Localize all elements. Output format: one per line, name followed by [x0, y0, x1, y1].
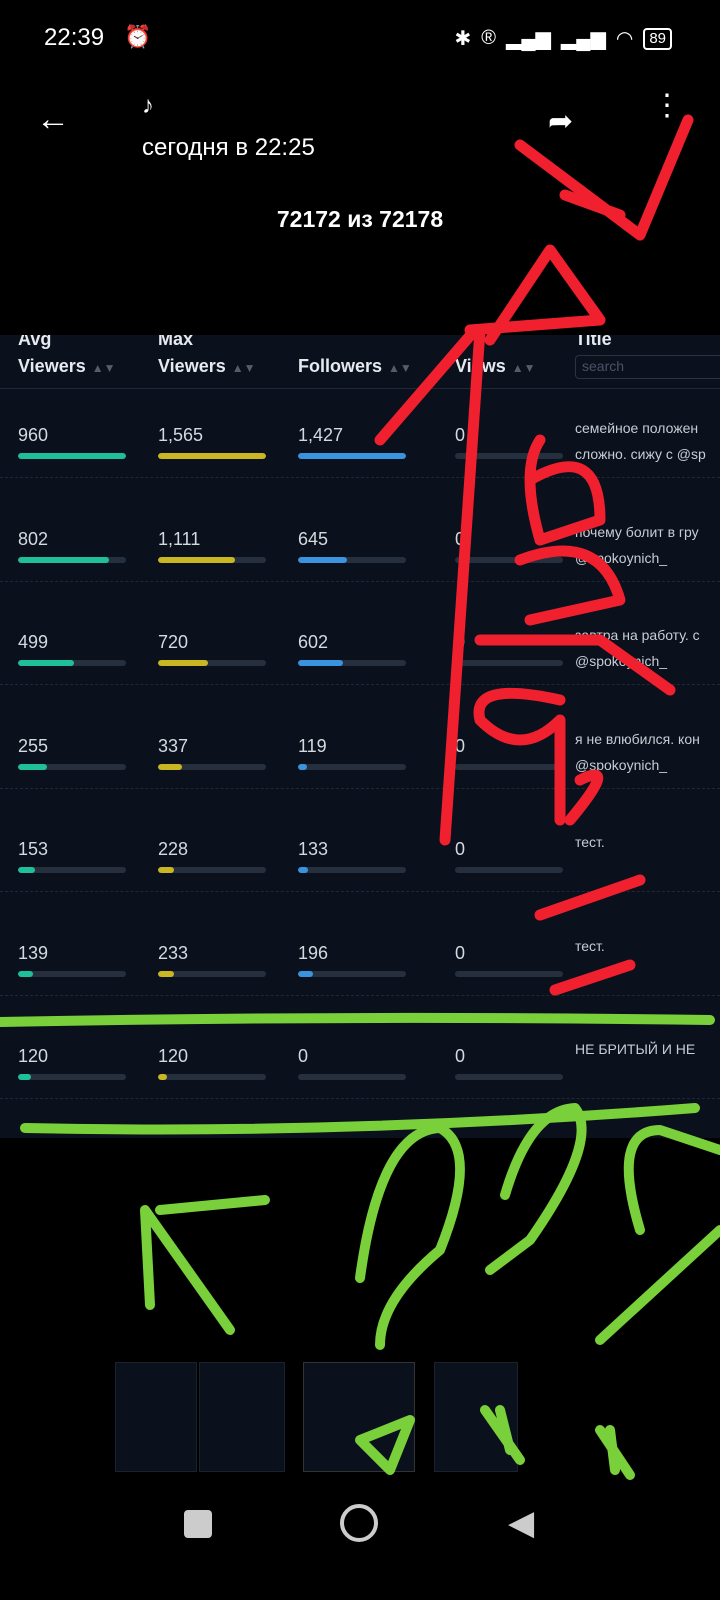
thumbnail[interactable] — [199, 1362, 285, 1472]
bar-followers — [298, 1074, 406, 1080]
cell-title: НЕ БРИТЫЙ И НЕ — [575, 1041, 696, 1057]
bar-max — [158, 763, 266, 770]
cell-max: 1,111 — [158, 528, 201, 549]
header-followers: Followers ▲▼ — [298, 356, 412, 376]
cell-max: 120 — [158, 1046, 189, 1066]
cell-views: 0 — [455, 942, 466, 963]
cell-max: 720 — [158, 632, 189, 652]
cell-title: тест. — [575, 937, 605, 954]
bar-max — [158, 970, 266, 977]
cell-followers: 119 — [298, 735, 327, 756]
cell-max: 233 — [158, 942, 189, 963]
bar-avg — [18, 660, 126, 666]
bar-followers — [298, 556, 406, 563]
image-counter: 72172 из 72178 — [276, 206, 444, 232]
header-avg-top: Avg — [18, 335, 52, 349]
cell-followers: 0 — [298, 1046, 309, 1066]
header-max-viewers: Viewers ▲▼ — [158, 356, 256, 376]
wifi-icon: ◠ — [615, 28, 634, 50]
bar-followers — [298, 453, 406, 459]
signal-icon: ▂▄▆ — [560, 28, 606, 50]
alarm-icon: ⏰ — [124, 24, 152, 49]
bar-max — [158, 660, 266, 666]
sort-icon: ▲▼ — [388, 361, 412, 375]
cell-max: 337 — [158, 735, 189, 756]
cell-followers: 1,427 — [298, 425, 344, 445]
header-title: Title — [575, 335, 612, 349]
bar-avg — [18, 763, 126, 770]
bar-followers — [298, 660, 406, 666]
bar-avg — [18, 867, 126, 873]
bar-views — [455, 660, 563, 666]
cell-views: 0 — [455, 425, 466, 445]
back-nav-button[interactable]: ◀ — [508, 1504, 535, 1542]
cell-avg: 255 — [18, 735, 49, 756]
cell-max: 1,565 — [158, 425, 204, 445]
bar-views — [455, 970, 563, 977]
status-icons: ✱ ® ▂▄▆ ▂▄▆ ◠ 89 — [454, 26, 672, 51]
bar-views — [455, 453, 563, 459]
bar-max — [158, 867, 266, 873]
cell-avg: 802 — [18, 528, 49, 549]
cell-title: семейное положен сложно. сижу с @sp — [575, 420, 706, 462]
header-avg-viewers: Viewers ▲▼ — [18, 356, 116, 376]
bar-avg — [18, 1074, 126, 1080]
message-date: сегодня в 22:25 — [142, 134, 315, 161]
cell-followers: 133 — [298, 839, 329, 859]
bar-avg — [18, 970, 126, 977]
signal-icon: ▂▄▆ — [505, 28, 551, 50]
cell-avg: 153 — [18, 839, 49, 859]
battery-icon: 89 — [643, 27, 672, 50]
status-time: 22:39 — [44, 24, 105, 51]
bar-views — [455, 763, 563, 770]
thumbnail[interactable] — [434, 1362, 518, 1472]
bar-max — [158, 453, 266, 459]
bar-max — [158, 1074, 266, 1080]
cell-followers: 602 — [298, 632, 329, 652]
share-button[interactable]: ➦ — [548, 105, 574, 138]
back-button[interactable]: ← — [36, 100, 70, 138]
cell-avg: 499 — [18, 632, 49, 652]
bar-avg — [18, 453, 126, 459]
sort-icon: ▲▼ — [511, 361, 536, 375]
cell-avg: 120 — [18, 1046, 49, 1066]
bar-followers — [298, 867, 406, 873]
cell-title: почему болит в гру @spokoynich_ — [575, 523, 699, 566]
cell-title: я не влюбился. кон @spokoynich_ — [575, 730, 700, 773]
cell-views: 0 — [455, 528, 466, 549]
sort-icon: ▲▼ — [231, 361, 256, 375]
bar-views — [455, 556, 563, 563]
bar-max — [158, 556, 266, 563]
home-button[interactable] — [340, 1504, 378, 1542]
header-max-top: Max — [158, 335, 194, 349]
image-content-table: Avg Viewers ▲▼ Max Viewers ▲▼ Followers ▲▼ … — [0, 335, 720, 1138]
recents-button[interactable] — [184, 1510, 212, 1538]
bar-views — [455, 1074, 563, 1080]
bar-followers — [298, 970, 406, 977]
bar-views — [455, 867, 563, 873]
roaming-icon: ® — [481, 27, 496, 49]
cell-views: 0 — [455, 735, 466, 756]
bar-avg — [18, 556, 126, 563]
sort-icon: ▲▼ — [91, 361, 116, 375]
cell-views: 0 — [455, 1046, 466, 1066]
message-title: ♪ — [142, 92, 154, 119]
cell-max: 228 — [158, 839, 189, 859]
cell-views: 0 — [455, 839, 466, 859]
title-search-input: search — [575, 355, 720, 379]
cell-avg: 960 — [18, 425, 49, 445]
cell-avg: 139 — [18, 942, 49, 963]
cell-followers: 196 — [298, 942, 329, 963]
cell-followers: 645 — [298, 528, 329, 549]
thumbnail[interactable] — [115, 1362, 197, 1472]
bluetooth-icon: ✱ — [454, 28, 472, 50]
bar-followers — [298, 763, 406, 770]
cell-title: тест. — [575, 834, 605, 850]
